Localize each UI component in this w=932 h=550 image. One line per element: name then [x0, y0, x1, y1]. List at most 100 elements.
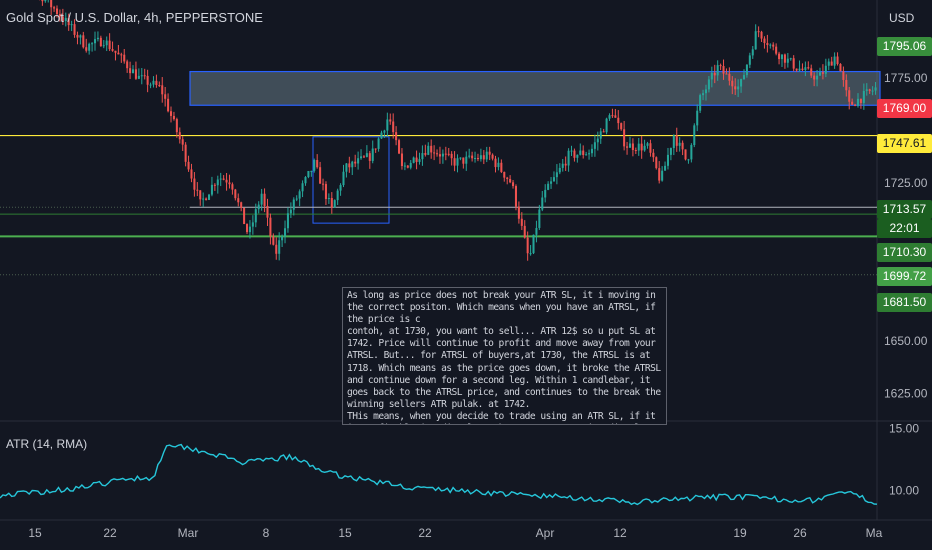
candle-body	[620, 123, 623, 130]
candle-body	[53, 7, 56, 9]
candle-body	[780, 54, 784, 60]
candle-body	[50, 0, 53, 8]
candle-body	[96, 37, 99, 40]
candle-body	[684, 149, 687, 160]
candle-body	[269, 217, 272, 237]
candle-body	[810, 68, 813, 76]
candle-body	[275, 244, 278, 254]
candle-body	[70, 24, 73, 26]
candle-body	[152, 80, 155, 85]
candle-body	[748, 55, 751, 65]
candle-body	[479, 155, 482, 160]
candle-body	[506, 177, 509, 179]
candle-body	[164, 94, 167, 99]
candle-body	[284, 228, 287, 237]
candle-body	[687, 159, 690, 161]
price-tag: 1713.57	[877, 200, 932, 219]
candle-body	[576, 154, 579, 158]
candle-body	[126, 61, 129, 69]
note-line: THis means, when you decide to trade usi…	[347, 410, 661, 424]
candle-body	[573, 150, 576, 158]
candle-body	[79, 35, 82, 38]
time-tick-label: 22	[418, 526, 432, 540]
candle-body	[433, 152, 436, 154]
candle-body	[509, 178, 512, 183]
candle-body	[374, 148, 377, 150]
candle-body	[690, 145, 693, 160]
candle-body	[330, 197, 333, 208]
candle-body	[742, 75, 746, 80]
candle-body	[848, 90, 851, 102]
price-tick-label: 1775.00	[884, 71, 928, 85]
candle-body	[491, 154, 494, 159]
candle-body	[453, 158, 456, 166]
candle-body	[91, 43, 94, 45]
candle-body	[760, 31, 763, 39]
candle-body	[421, 153, 424, 160]
candle-body	[725, 73, 728, 75]
time-tick-label: 19	[733, 526, 747, 540]
candle-body	[286, 213, 289, 229]
candle-body	[368, 153, 371, 161]
candle-body	[868, 89, 871, 91]
candle-body	[626, 146, 629, 148]
candle-body	[398, 140, 401, 154]
candle-body	[707, 79, 710, 90]
candle-body	[187, 161, 190, 170]
candle-body	[260, 193, 263, 205]
candle-body	[704, 89, 708, 94]
price-tag: 1769.00	[877, 99, 932, 118]
candle-body	[678, 142, 681, 146]
candle-body	[503, 171, 506, 178]
candle-body	[675, 135, 678, 146]
candle-body	[582, 150, 585, 156]
candle-body	[295, 198, 298, 200]
candle-body	[824, 65, 827, 74]
candle-body	[462, 157, 465, 164]
candle-body	[813, 75, 816, 80]
candle-body	[669, 148, 672, 155]
candle-body	[245, 224, 249, 233]
candle-body	[783, 54, 786, 63]
candle-body	[696, 110, 699, 126]
candle-body	[272, 236, 275, 245]
candle-body	[178, 132, 181, 140]
candle-body	[775, 46, 778, 54]
candle-body	[357, 158, 360, 164]
candle-body	[833, 56, 836, 66]
candle-body	[728, 73, 731, 81]
candle-body	[512, 182, 515, 187]
candle-body	[871, 90, 874, 92]
candle-body	[789, 58, 792, 60]
candle-body	[468, 155, 471, 157]
text-note[interactable]: As long as price does not break your ATR…	[342, 287, 667, 425]
candle-body	[699, 95, 702, 111]
candle-body	[859, 98, 862, 103]
candle-body	[406, 165, 409, 168]
range-box	[312, 136, 390, 224]
candle-body	[646, 143, 649, 146]
candle-body	[336, 190, 339, 201]
candle-body	[386, 119, 389, 131]
candle-body	[76, 34, 79, 38]
candle-body	[520, 218, 523, 226]
candle-body	[459, 157, 462, 159]
candle-body	[205, 198, 208, 200]
time-tick-label: 12	[613, 526, 627, 540]
candle-body	[614, 115, 617, 118]
candle-body	[821, 72, 824, 74]
candle-body	[552, 177, 555, 182]
price-tick-label: 1625.00	[884, 387, 928, 401]
candle-body	[304, 177, 307, 184]
candle-body	[570, 150, 573, 152]
candle-body	[248, 226, 251, 233]
candle-body	[403, 165, 406, 167]
candle-body	[763, 38, 766, 44]
candle-body	[73, 24, 76, 35]
candle-body	[175, 119, 178, 133]
candle-body	[845, 79, 848, 91]
candle-body	[579, 150, 582, 155]
candle-body	[319, 167, 322, 184]
candle-body	[292, 199, 295, 210]
